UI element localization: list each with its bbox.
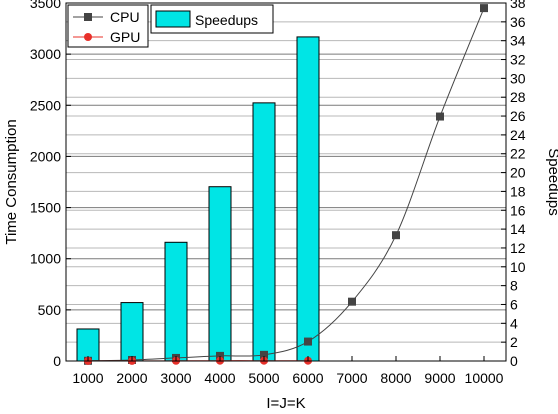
y-tick-label-right: 22 bbox=[510, 146, 526, 162]
speedup-bar bbox=[296, 36, 320, 362]
x-tick-label: 1000 bbox=[72, 370, 103, 386]
y-tick-label-left: 1500 bbox=[30, 200, 61, 216]
y-tick-label-left: 0 bbox=[53, 353, 61, 369]
x-tick-label: 6000 bbox=[292, 370, 323, 386]
speedup-bar bbox=[164, 241, 188, 362]
x-tick-label: 3000 bbox=[160, 370, 191, 386]
plot-frame bbox=[65, 2, 507, 362]
y-tick-label-right: 24 bbox=[510, 127, 526, 143]
legend-label-speedups: Speedups bbox=[195, 12, 258, 28]
x-tick-label: 10000 bbox=[465, 370, 504, 386]
cpu-point bbox=[304, 337, 312, 346]
y-tick-label-right: 32 bbox=[510, 52, 526, 68]
y-tick-label-right: 2 bbox=[510, 334, 518, 350]
x-tick-label: 5000 bbox=[248, 370, 279, 386]
speedup-bars bbox=[76, 36, 320, 362]
y-tick-label-left: 3000 bbox=[30, 46, 61, 62]
y-tick-label-right: 4 bbox=[510, 315, 518, 331]
y-tick-label-left: 500 bbox=[38, 302, 62, 318]
x-tick-label: 7000 bbox=[336, 370, 367, 386]
y-tick-label-right: 12 bbox=[510, 240, 526, 256]
y-tick-label-right: 28 bbox=[510, 89, 526, 105]
x-tick-label: 4000 bbox=[204, 370, 235, 386]
legend-swatch-speedups bbox=[155, 10, 191, 28]
speedup-bar bbox=[252, 102, 276, 362]
x-tick-label: 2000 bbox=[116, 370, 147, 386]
y-tick-label-right: 6 bbox=[510, 296, 518, 312]
y-tick-label-left: 1000 bbox=[30, 251, 61, 267]
y-tick-label-right: 16 bbox=[510, 202, 526, 218]
cpu-point bbox=[260, 350, 268, 359]
y-tick-label-right: 20 bbox=[510, 165, 526, 181]
y-tick-label-left: 3500 bbox=[30, 0, 61, 11]
cpu-point bbox=[348, 297, 356, 306]
y-axis-label-left: Time Consumption bbox=[3, 119, 20, 244]
y-tick-label-left: 2000 bbox=[30, 148, 61, 164]
y-tick-label-right: 14 bbox=[510, 221, 526, 237]
y-tick-label-right: 34 bbox=[510, 33, 526, 49]
speedup-bar bbox=[208, 186, 232, 362]
y-tick-label-right: 10 bbox=[510, 259, 526, 275]
legend-box bbox=[67, 4, 149, 48]
y-tick-label-left: 2500 bbox=[30, 97, 61, 113]
legend-marker-gpu bbox=[84, 33, 92, 41]
cpu-line bbox=[87, 7, 485, 362]
cpu-point bbox=[392, 231, 400, 240]
cpu-point bbox=[216, 351, 224, 360]
legend: CPU GPU Speedups bbox=[67, 4, 274, 48]
cpu-point bbox=[480, 4, 488, 13]
axes: 0500100015002000250030003500024681012141… bbox=[30, 0, 526, 386]
legend-label-cpu: CPU bbox=[110, 9, 140, 25]
x-tick-label: 9000 bbox=[424, 370, 455, 386]
y-axis-label-right: Speedups bbox=[545, 148, 558, 216]
cpu-point bbox=[436, 112, 444, 121]
y-tick-label-right: 8 bbox=[510, 278, 518, 294]
y-tick-label-right: 18 bbox=[510, 183, 526, 199]
speedup-bar bbox=[120, 302, 144, 362]
legend-marker-cpu bbox=[84, 13, 92, 21]
x-axis-label: I=J=K bbox=[266, 395, 305, 412]
y-tick-label-right: 38 bbox=[510, 0, 526, 11]
y-tick-label-right: 0 bbox=[510, 353, 518, 369]
y-tick-label-right: 36 bbox=[510, 14, 526, 30]
y-tick-label-right: 26 bbox=[510, 108, 526, 124]
series-lines bbox=[84, 4, 488, 365]
legend-label-gpu: GPU bbox=[110, 29, 140, 45]
gridlines bbox=[66, 2, 506, 343]
x-tick-label: 8000 bbox=[380, 370, 411, 386]
y-tick-label-right: 30 bbox=[510, 70, 526, 86]
